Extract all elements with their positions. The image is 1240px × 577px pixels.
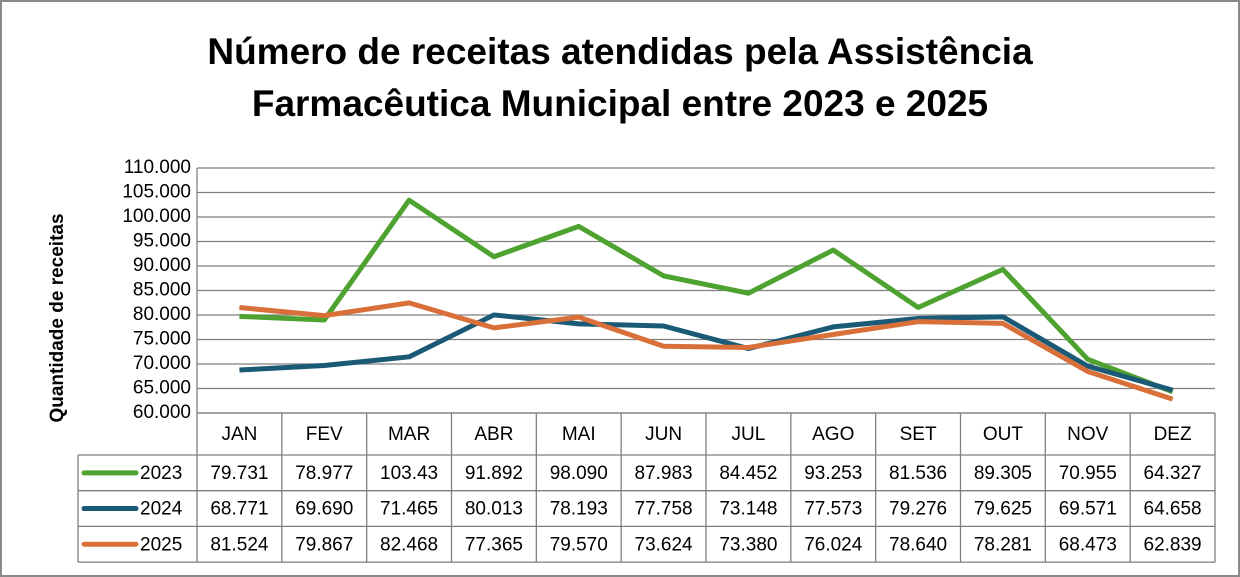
table-value: 69.690 (295, 499, 353, 520)
table-value: 78.281 (974, 534, 1032, 555)
table-value: 79.731 (210, 463, 268, 484)
x-tick-label: ABR (474, 424, 513, 445)
x-tick-label: MAI (562, 424, 596, 445)
table-value: 79.276 (889, 499, 947, 520)
y-tick-label: 75.000 (133, 329, 191, 350)
table-value: 98.090 (550, 463, 608, 484)
table-value: 62.839 (1144, 534, 1202, 555)
table-value: 82.468 (380, 534, 438, 555)
table-value: 79.867 (295, 534, 353, 555)
x-tick-label: SET (900, 424, 937, 445)
x-tick-label: OUT (983, 424, 1024, 445)
legend-label: 2024 (140, 499, 183, 520)
y-tick-label: 105.000 (122, 182, 191, 203)
y-tick-label: 70.000 (133, 353, 191, 374)
table-value: 80.013 (465, 499, 523, 520)
y-tick-label: 65.000 (133, 378, 191, 399)
y-tick-label: 95.000 (133, 231, 191, 252)
x-tick-label: JUL (732, 424, 766, 445)
table-value: 89.305 (974, 463, 1032, 484)
table-value: 79.570 (550, 534, 608, 555)
x-tick-label: FEV (306, 424, 343, 445)
y-axis-label: Quantidade de receitas (47, 213, 68, 422)
y-tick-label: 80.000 (133, 304, 191, 325)
table-value: 87.983 (635, 463, 693, 484)
x-tick-label: JUN (645, 424, 682, 445)
table-value: 91.892 (465, 463, 523, 484)
table-value: 79.625 (974, 499, 1032, 520)
table-value: 73.148 (719, 499, 777, 520)
table-value: 68.473 (1059, 534, 1117, 555)
table-value: 77.365 (465, 534, 523, 555)
table-value: 84.452 (719, 463, 777, 484)
x-tick-label: AGO (812, 424, 854, 445)
table-value: 78.977 (295, 463, 353, 484)
table-value: 73.624 (635, 534, 694, 555)
table-value: 77.573 (804, 499, 862, 520)
table-value: 93.253 (804, 463, 862, 484)
legend-label: 2023 (140, 463, 182, 484)
y-tick-label: 60.000 (133, 402, 191, 423)
x-tick-label: MAR (388, 424, 430, 445)
table-value: 69.571 (1059, 499, 1117, 520)
table-value: 78.193 (550, 499, 608, 520)
table-value: 70.955 (1059, 463, 1117, 484)
y-tick-label: 110.000 (124, 157, 191, 178)
table-value: 81.524 (210, 534, 269, 555)
table-value: 81.536 (889, 463, 947, 484)
series-line (239, 300, 1174, 402)
table-value: 78.640 (889, 534, 947, 555)
y-tick-label: 85.000 (133, 280, 191, 301)
table-value: 68.771 (210, 499, 268, 520)
table-value: 73.380 (719, 534, 777, 555)
table-value: 64.658 (1144, 499, 1202, 520)
x-tick-label: NOV (1067, 424, 1109, 445)
series-line (239, 312, 1174, 393)
x-tick-label: DEZ (1154, 424, 1192, 445)
series-line (239, 197, 1174, 395)
table-value: 64.327 (1144, 463, 1202, 484)
x-tick-label: JAN (221, 424, 257, 445)
table-value: 71.465 (380, 499, 438, 520)
legend-label: 2025 (140, 534, 182, 555)
table-value: 103.43 (380, 463, 438, 484)
table-value: 76.024 (804, 534, 863, 555)
table-value: 77.758 (635, 499, 693, 520)
y-tick-label: 90.000 (133, 255, 191, 276)
y-tick-label: 100.000 (122, 206, 191, 227)
chart-title: Número de receitas atendidas pela Assist… (207, 31, 1033, 124)
